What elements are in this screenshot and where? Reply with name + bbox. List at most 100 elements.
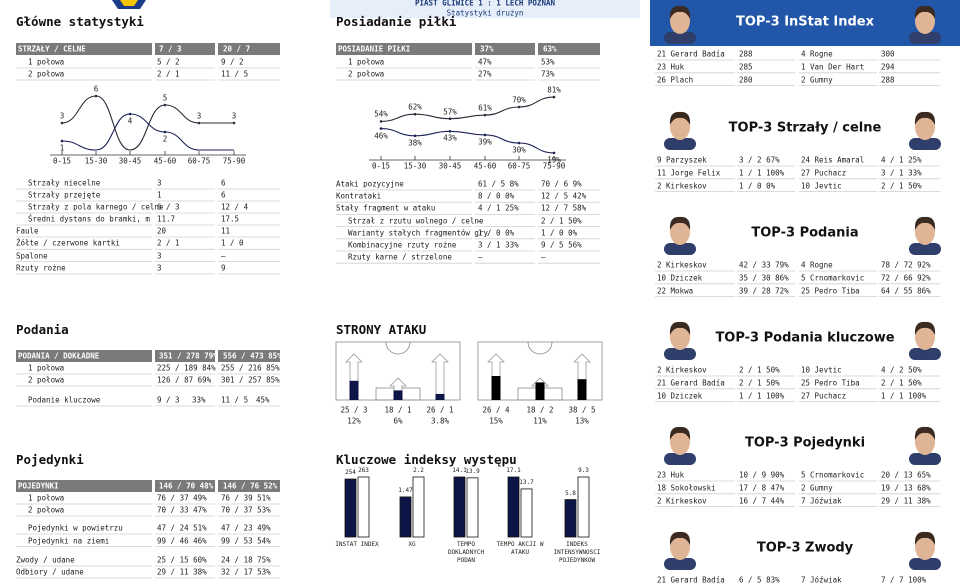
player-value: 2 / 1 50% — [881, 180, 922, 190]
data-label: 3.8% — [430, 416, 450, 426]
photo-shoulders — [664, 243, 696, 255]
data-label: 3 — [231, 111, 237, 121]
data-label: 11% — [533, 416, 547, 426]
row-value: – — [478, 215, 483, 225]
data-label: 62% — [408, 102, 422, 112]
point — [163, 103, 167, 107]
row-value: 45% — [256, 395, 270, 405]
x-tick-label: 0-15 — [52, 156, 72, 166]
player-name: 26 Plach — [657, 74, 694, 84]
player-name: 2 Gumny — [801, 483, 833, 493]
row-label: Średni dystans do bramki, m — [28, 214, 150, 224]
row-label: 2 połowa — [348, 69, 385, 79]
header-cell — [16, 350, 152, 362]
header-cell — [155, 480, 215, 492]
photo-shoulders — [664, 348, 696, 360]
top3-title: TOP-3 Pojedynki — [744, 435, 866, 451]
photo-shoulders — [909, 348, 941, 360]
data-label: 1 — [59, 143, 65, 153]
photo-face — [670, 219, 690, 245]
player-value: 2 / 1 50% — [881, 378, 922, 388]
x-tick-label: 60-75 — [507, 161, 531, 171]
player-value: 64 / 55 86% — [881, 285, 931, 295]
row-label: Spalone — [16, 250, 48, 260]
data-label: 5 — [162, 93, 168, 103]
x-tick-label: 0-15 — [371, 161, 391, 171]
x-tick-label: 15-30 — [403, 161, 427, 171]
header-cell-text: PODANIA / DOKŁADNE — [18, 351, 100, 361]
bar — [520, 488, 533, 538]
photo-face — [915, 534, 935, 560]
player-value: 19 / 13 68% — [881, 483, 931, 493]
top3-title: TOP-3 Strzały / celne — [728, 120, 882, 136]
top3-title: TOP-3 InStat Index — [736, 14, 874, 30]
category-label: XG — [408, 541, 416, 548]
x-tick-label: 75-90 — [222, 156, 246, 166]
row-value: 9 / 5 56% — [541, 240, 582, 250]
row-value: 6 — [221, 190, 226, 200]
player-value: 285 — [739, 62, 753, 72]
header-cell-text: POJEDYNKI — [18, 481, 59, 491]
row-value: 29 / 11 38% — [157, 567, 207, 577]
row-value: 2 / 1 — [157, 238, 180, 248]
player-value: 6 / 5 83% — [739, 575, 780, 585]
photo-hair — [914, 111, 936, 125]
point — [517, 141, 521, 145]
point — [413, 134, 417, 138]
row-value: 20 — [157, 226, 167, 236]
player-value: 29 / 11 38% — [881, 495, 931, 505]
header-cell — [475, 43, 535, 55]
player-value: 1 / 1 100% — [881, 390, 927, 400]
player-name: 27 Puchacz — [801, 168, 847, 178]
row-value: 3 — [157, 250, 162, 260]
bar — [399, 496, 412, 538]
player-value: 1 / 1 100% — [739, 390, 785, 400]
player-name: 24 Reis Amaral — [801, 155, 865, 165]
header-cell — [16, 43, 152, 55]
data-label: 54% — [374, 109, 388, 119]
count-label: 18 / 2 — [526, 405, 554, 415]
bar — [577, 379, 587, 400]
row-label: Kombinacyjne rzuty rożne — [348, 240, 457, 250]
data-label: 13.7 — [519, 478, 534, 486]
player-value: 78 / 72 92% — [881, 260, 931, 270]
row-label: Faule — [16, 226, 39, 236]
row-value: 70 / 33 47% — [157, 505, 207, 515]
row-label: 1 połowa — [28, 363, 65, 373]
player-value: 280 — [739, 74, 753, 84]
row-label: 2 połowa — [28, 69, 65, 79]
row-value: 4 / 1 25% — [478, 203, 519, 213]
player-value: 39 / 28 72% — [739, 285, 789, 295]
photo-face — [915, 8, 935, 34]
player-name: 9 Parzyszek — [657, 155, 707, 165]
point — [483, 133, 487, 137]
row-value: 17.5 — [221, 214, 240, 224]
row-value: 11 / 5 — [221, 395, 249, 405]
center-arc — [385, 341, 411, 355]
player-name: 2 Kirkeskov — [657, 180, 707, 190]
photo-shoulders — [909, 558, 941, 570]
row-label: Strzały z pola karnego / celne — [28, 202, 164, 212]
data-label: 9.3 — [578, 467, 589, 474]
row-label: Odbiory / udane — [16, 567, 84, 577]
player-name: 10 Jevtic — [801, 365, 842, 375]
bar — [577, 476, 590, 538]
player-name: 10 Jevtic — [801, 180, 842, 190]
header-cell-text: 7 / 3 — [159, 44, 182, 54]
data-label: 43% — [443, 133, 457, 143]
player-name: 22 Mokwa — [657, 285, 694, 295]
photo-hair — [669, 531, 691, 545]
player-name: 25 Pedro Tiba — [801, 285, 860, 295]
data-label: 12% — [347, 416, 361, 426]
header-cell — [218, 480, 280, 492]
player-value: 17 / 8 47% — [739, 483, 785, 493]
point — [60, 121, 64, 125]
x-tick-label: 30-45 — [438, 161, 462, 171]
data-label: 5.8 — [565, 489, 576, 497]
crest-detail — [120, 0, 138, 6]
row-label: Rzuty rożne — [16, 263, 66, 273]
header-cell-text: 20 / 7 — [223, 44, 251, 54]
